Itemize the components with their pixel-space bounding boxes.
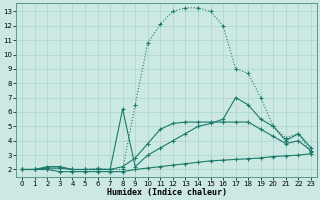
X-axis label: Humidex (Indice chaleur): Humidex (Indice chaleur) bbox=[107, 188, 227, 197]
